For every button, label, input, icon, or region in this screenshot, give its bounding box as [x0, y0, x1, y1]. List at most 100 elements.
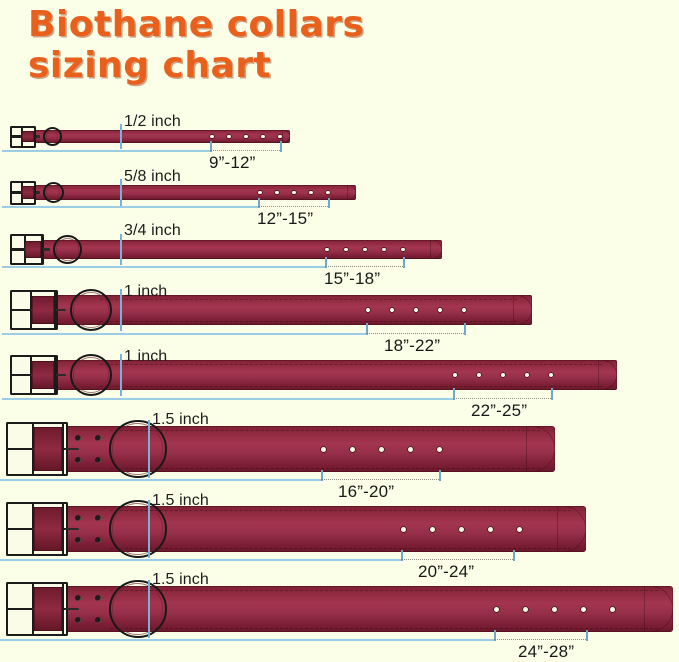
range-leader-left	[494, 630, 496, 641]
adjustment-hole	[436, 446, 442, 452]
d-ring-inner	[45, 130, 59, 143]
range-leader-left	[258, 198, 260, 208]
range-label: 12”-15”	[257, 209, 314, 228]
adjustment-hole	[278, 134, 282, 139]
strap-keeper	[21, 131, 34, 142]
baseline-rule	[2, 398, 453, 400]
baseline-rule	[2, 266, 325, 268]
d-ring-inner	[73, 292, 109, 328]
range-label: 20”-24”	[418, 562, 475, 581]
range-dotted-span	[210, 150, 280, 151]
adjustment-hole	[493, 606, 499, 612]
range-dotted-span	[321, 479, 439, 480]
adjustment-hole	[389, 307, 395, 313]
buckle-edge-bar	[61, 503, 65, 555]
width-label: 1 inch	[124, 348, 168, 365]
range-label: 15”-18”	[324, 269, 381, 288]
strap-tip	[281, 130, 290, 143]
range-leader-right	[551, 388, 553, 400]
strap-stitch-top	[100, 298, 517, 300]
collar-strap	[8, 426, 555, 472]
rivet	[95, 537, 101, 544]
width-label: 1.5 inch	[152, 411, 209, 428]
adjustment-hole	[292, 190, 296, 195]
collar-strap	[12, 240, 442, 259]
width-label: 5/8 inch	[124, 168, 181, 185]
collar-strap	[12, 360, 617, 390]
strap-tip	[346, 185, 356, 200]
range-leader-right	[280, 141, 282, 152]
range-leader-right	[439, 470, 441, 481]
adjustment-hole	[401, 247, 405, 252]
strap-keeper	[33, 427, 62, 471]
range-dotted-span	[401, 559, 513, 560]
adjustment-hole	[275, 190, 279, 195]
collar-strap	[8, 586, 673, 632]
d-ring-inner	[111, 583, 164, 635]
buckle-edge-bar	[53, 356, 56, 394]
adjustment-hole	[320, 446, 326, 452]
d-ring	[70, 289, 113, 331]
range-leader-right	[513, 550, 515, 561]
adjustment-hole	[551, 606, 557, 612]
strap-keeper	[25, 241, 42, 258]
adjustment-hole	[413, 307, 419, 313]
range-leader-right	[464, 323, 466, 335]
range-label: 18”-22”	[384, 336, 441, 355]
strap-keeper	[31, 296, 54, 324]
adjustment-hole	[227, 134, 231, 139]
baseline-rule	[0, 479, 321, 481]
adjustment-hole	[344, 247, 348, 252]
width-tick-mark	[120, 179, 122, 206]
width-tick-mark	[120, 234, 122, 265]
adjustment-hole	[382, 247, 386, 252]
rivet	[75, 514, 81, 521]
width-tick-mark	[148, 580, 150, 638]
strap-stitch-bottom	[100, 385, 602, 387]
adjustment-hole	[407, 446, 413, 452]
collar-strap	[12, 185, 356, 200]
baseline-rule	[2, 150, 210, 152]
strap-keeper	[21, 186, 34, 199]
adjustment-hole	[476, 372, 482, 378]
strap-stitch-bottom	[100, 320, 517, 322]
range-label: 24”-28”	[518, 642, 575, 661]
d-ring	[108, 420, 167, 478]
adjustment-hole	[500, 372, 506, 378]
range-leader-left	[453, 388, 455, 400]
range-leader-left	[321, 470, 323, 481]
adjustment-hole	[258, 190, 262, 195]
d-ring-inner	[45, 185, 61, 200]
strap-stitch-top	[110, 509, 571, 511]
strap-tip	[513, 295, 532, 325]
width-tick-mark	[120, 289, 122, 331]
rivet	[75, 457, 81, 464]
range-dotted-span	[258, 206, 328, 207]
rivet	[75, 434, 81, 441]
collar-strap	[12, 130, 290, 143]
buckle-edge-bar	[33, 126, 36, 147]
page-title: Biothane collars sizing chart	[28, 4, 365, 86]
range-leader-left	[401, 550, 403, 561]
rivet	[75, 617, 81, 624]
adjustment-hole	[437, 307, 443, 313]
d-ring	[52, 235, 82, 264]
range-leader-left	[366, 323, 368, 335]
strap-stitch-top	[110, 589, 658, 591]
width-label: 1/2 inch	[124, 113, 181, 130]
strap-keeper	[33, 587, 62, 631]
rivet	[95, 617, 101, 624]
strap-stitch-bottom	[110, 547, 571, 549]
adjustment-hole	[309, 190, 313, 195]
width-label: 1.5 inch	[152, 571, 209, 588]
strap-keeper	[33, 507, 62, 551]
d-ring-inner	[111, 503, 164, 555]
strap-stitch-bottom	[110, 627, 658, 629]
adjustment-hole	[363, 247, 367, 252]
adjustment-hole	[349, 446, 355, 452]
d-ring	[108, 580, 167, 638]
